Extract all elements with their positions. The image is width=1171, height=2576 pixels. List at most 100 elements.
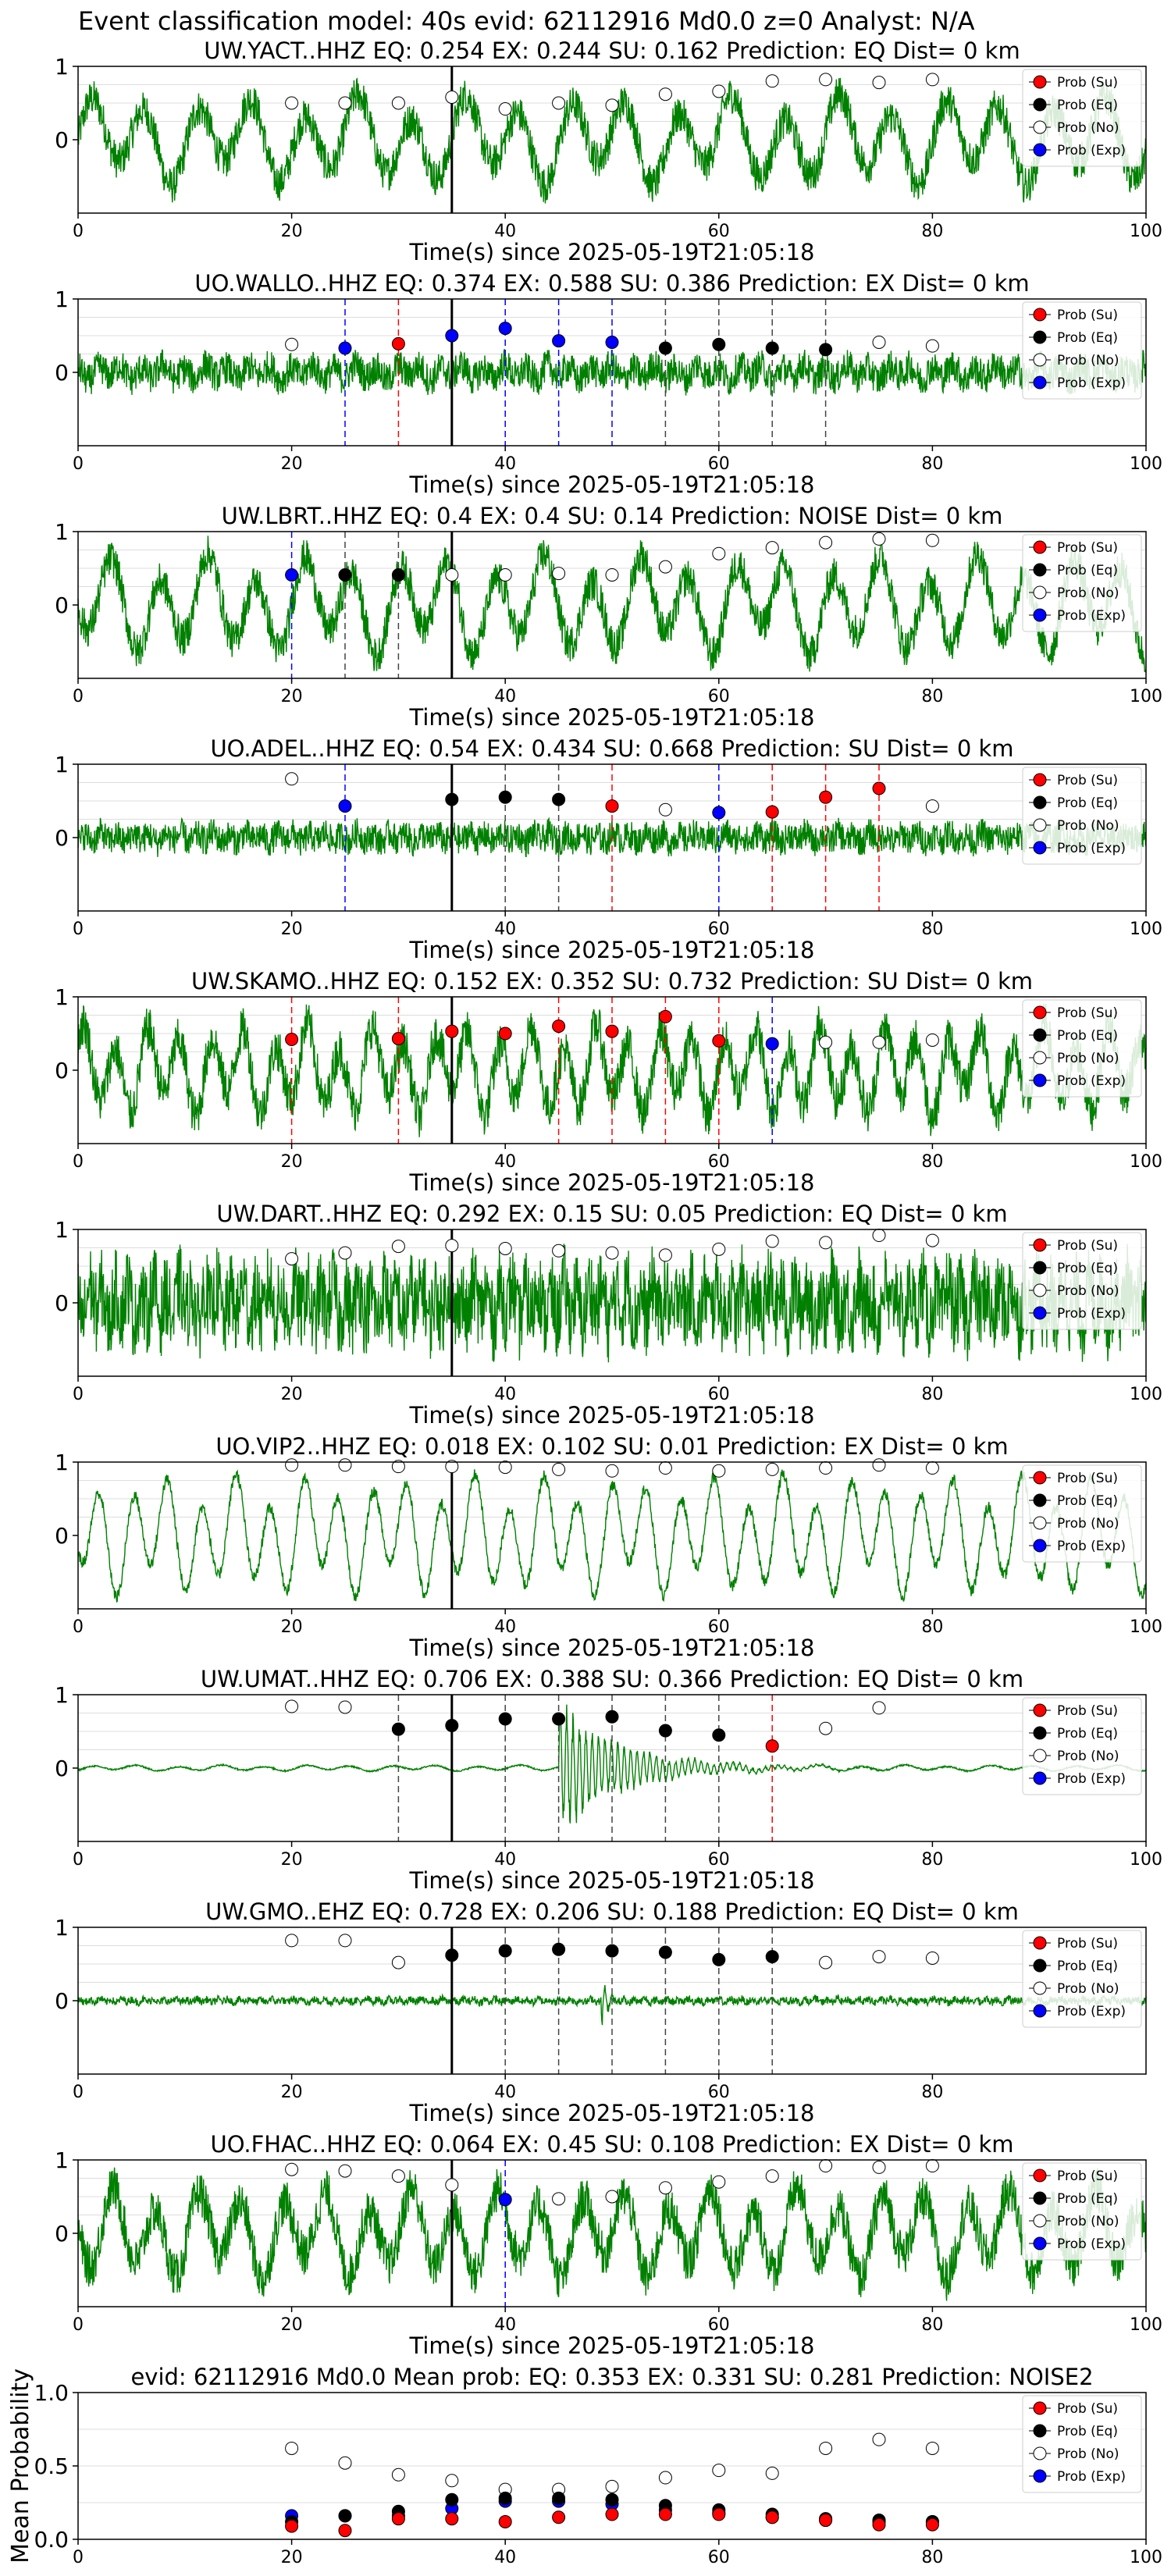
prob-marker-no [925, 1033, 939, 1047]
legend-marker-exp [1033, 608, 1047, 622]
prob-marker-eq [552, 1942, 566, 1956]
legend-label-eq: Prob (Eq) [1057, 98, 1118, 113]
waveform-trace [77, 1469, 1147, 1603]
legend-label-no: Prob (No) [1057, 2214, 1119, 2229]
x-tick-label: 40 [494, 1152, 516, 1172]
x-tick-label: 40 [494, 687, 516, 706]
prob-marker-eq [498, 1712, 512, 1726]
mean-prob-no [285, 2441, 299, 2455]
prob-marker-su [391, 1032, 405, 1046]
prob-marker-eq [712, 337, 726, 351]
mean-prob-no [819, 2441, 833, 2455]
prob-marker-no [658, 802, 672, 817]
prob-marker-no [285, 1699, 299, 1713]
legend-label-no: Prob (No) [1057, 1749, 1119, 1764]
legend-label-su: Prob (Su) [1057, 1936, 1118, 1952]
legend-label-exp: Prob (Exp) [1057, 2004, 1126, 2019]
x-tick-label: 40 [494, 1850, 516, 1870]
prob-marker-no [819, 2159, 833, 2173]
prob-marker-no [925, 1233, 939, 1247]
legend-label-eq: Prob (Eq) [1057, 330, 1118, 346]
prob-marker-eq [498, 790, 512, 804]
prob-marker-no [925, 533, 939, 547]
prob-marker-eq [391, 1722, 405, 1736]
x-axis-label: Time(s) since 2025-05-19T21:05:18 [409, 704, 815, 731]
prob-marker-no [285, 1934, 299, 1948]
y-tick-label: 1.0 [34, 2380, 69, 2406]
x-tick-label: 60 [708, 2315, 730, 2335]
legend-marker-eq [1033, 1959, 1047, 1973]
mean-prob-su [819, 2514, 833, 2528]
legend-marker-eq [1033, 1493, 1047, 1507]
legend-marker-eq [1033, 1261, 1047, 1275]
legend-marker-su [1033, 773, 1047, 787]
x-axis-label: Time(s) since 2025-05-19T21:05:18 [409, 1402, 815, 1429]
legend-box [1022, 2395, 1142, 2493]
waveform-trace [77, 1244, 1147, 1363]
mean-prob-su [498, 2514, 512, 2528]
legend-marker-su [1033, 2401, 1047, 2415]
prob-marker-su [872, 781, 886, 795]
x-tick-label: 20 [281, 2083, 303, 2102]
prob-marker-no [712, 84, 726, 98]
legend-label-su: Prob (Su) [1057, 75, 1118, 91]
legend-marker-eq [1033, 98, 1047, 112]
prob-marker-no [925, 1461, 939, 1475]
prob-marker-no [872, 335, 886, 349]
x-tick-label: 0 [73, 1385, 84, 1404]
legend-marker-eq [1033, 1726, 1047, 1740]
legend-label-exp: Prob (Exp) [1057, 2236, 1126, 2252]
prob-marker-no [872, 76, 886, 90]
mean-prob-eq [605, 2492, 619, 2507]
x-tick-label: 60 [708, 454, 730, 474]
panel-3: UW.LBRT..HHZ EQ: 0.4 EX: 0.4 SU: 0.14 Pr… [55, 503, 1162, 731]
legend-label-su: Prob (Su) [1057, 540, 1118, 556]
x-tick-label: 60 [708, 920, 730, 939]
y-tick-label: 1 [55, 984, 69, 1010]
prob-marker-no [712, 2175, 726, 2189]
x-tick-label: 40 [494, 1385, 516, 1404]
legend-marker-no [1033, 2214, 1047, 2228]
prob-marker-no [445, 1239, 459, 1253]
x-tick-label: 40 [494, 920, 516, 939]
legend-marker-exp [1033, 1073, 1047, 1087]
prob-marker-exp [552, 334, 566, 348]
prob-marker-no [391, 1240, 405, 1254]
prob-marker-no [605, 98, 619, 112]
y-tick-label: 1 [55, 1217, 69, 1243]
x-tick-label: 0 [73, 1850, 84, 1870]
x-axis-label: Time(s) since 2025-05-19T21:05:18 [409, 239, 815, 265]
legend-marker-eq [1033, 563, 1047, 577]
panel-11: evid: 62112916 Md0.0 Mean prob: EQ: 0.35… [7, 2364, 1162, 2567]
prob-marker-no [925, 1951, 939, 1965]
legend-label-su: Prob (Su) [1057, 2401, 1118, 2417]
prob-marker-no [391, 1955, 405, 1969]
legend-label-no: Prob (No) [1057, 2446, 1119, 2462]
legend-marker-exp [1033, 1306, 1047, 1320]
legend-label-eq: Prob (Eq) [1057, 1493, 1118, 1509]
mean-prob-no [765, 2466, 779, 2480]
prob-marker-eq [658, 1945, 672, 1959]
legend-marker-su [1033, 1471, 1047, 1485]
legend-label-su: Prob (Su) [1057, 1005, 1118, 1021]
prob-marker-eq [712, 1728, 726, 1742]
prob-marker-no [391, 2169, 405, 2183]
legend-box [1022, 1464, 1142, 1563]
legend-marker-eq [1033, 330, 1047, 344]
x-tick-label: 40 [494, 2315, 516, 2335]
x-tick-label: 60 [708, 222, 730, 241]
prob-marker-no [712, 1464, 726, 1478]
prob-marker-no [872, 1701, 886, 1715]
prob-marker-exp [498, 2193, 512, 2207]
y-tick-label: 0 [55, 1290, 69, 1316]
prob-marker-no [285, 337, 299, 351]
x-tick-label: 60 [708, 1385, 730, 1404]
prob-marker-no [498, 568, 512, 582]
prob-marker-no [658, 1461, 672, 1475]
prob-marker-no [552, 1462, 566, 1476]
y-tick-label: 1 [55, 54, 69, 80]
x-tick-label: 100 [1130, 1385, 1162, 1404]
x-tick-label: 80 [921, 1850, 943, 1870]
x-tick-label: 100 [1130, 2315, 1162, 2335]
legend-label-no: Prob (No) [1057, 1981, 1119, 1997]
